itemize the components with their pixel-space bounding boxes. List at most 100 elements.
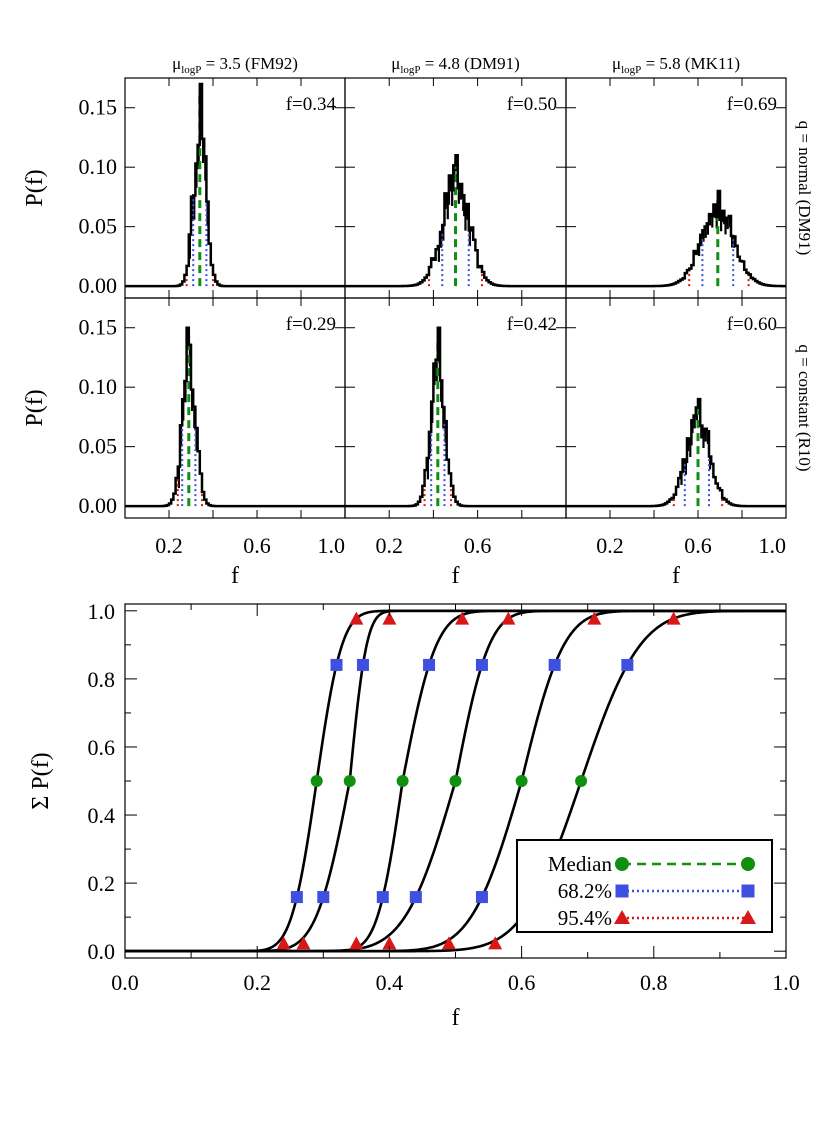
histogram-outline	[125, 326, 345, 508]
median-marker	[396, 775, 409, 787]
panel-plot-area	[345, 154, 566, 288]
histogram-fill	[704, 226, 707, 238]
ci68-marker	[330, 658, 343, 671]
y-tick-label: 0.6	[88, 735, 116, 760]
mu-symbol: μ	[391, 54, 400, 73]
histogram-outline	[345, 326, 566, 508]
ci95-marker	[349, 611, 364, 625]
y-tick-label: 0.2	[88, 871, 116, 896]
column-title: μlogP = 3.5 (FM92)	[172, 54, 298, 76]
histogram-fill	[715, 216, 718, 229]
legend-label: 95.4%	[558, 906, 612, 930]
histogram-grid: μlogP = 3.5 (FM92) μlogP = 4.8 (DM91) μlog…	[22, 54, 814, 589]
histogram-fill	[689, 444, 692, 457]
median-marker	[515, 775, 528, 787]
y-axis-label: Σ P(f)	[28, 752, 54, 809]
panel-plot-area	[566, 397, 786, 508]
histogram-fill	[193, 195, 196, 220]
legend: Median 68.2% 95.4%	[516, 839, 773, 933]
y-tick-label: 0.00	[79, 493, 118, 518]
legend-box	[516, 839, 773, 933]
ci95-marker	[488, 936, 503, 950]
histogram-panel: f=0.29 0.15 0.10 0.05 0.00	[79, 297, 346, 519]
y-tick-label: 1.0	[88, 599, 116, 624]
x-axis-label: f	[672, 563, 680, 589]
x-tick-label: 0.6	[464, 533, 492, 558]
ci95-marker	[666, 611, 681, 625]
ci95-marker	[382, 611, 397, 625]
histogram-outline	[345, 154, 566, 288]
histogram-fill	[693, 415, 696, 429]
histogram-fill	[711, 216, 714, 228]
column-title: μlogP = 5.8 (MK11)	[612, 54, 740, 76]
x-tick-label: 0.2	[243, 970, 271, 995]
histogram-fill	[684, 461, 687, 475]
x-axis-label: f	[231, 563, 239, 589]
histogram-fill	[706, 223, 709, 235]
panel-f-label: f=0.60	[727, 314, 777, 335]
y-axis-label: P(f)	[22, 169, 48, 206]
column-title-text: = 5.8 (MK11)	[641, 54, 740, 73]
x-tick-label: 0.2	[155, 533, 183, 558]
x-tick-label: 0.2	[596, 533, 624, 558]
x-axis-label: f	[452, 563, 460, 589]
column-title-subscript: logP	[400, 64, 420, 76]
histogram-panel: f=0.34 0.15 0.10 0.05 0.00	[79, 77, 346, 299]
histogram-panel: f=0.50	[344, 77, 567, 299]
ci68-marker	[423, 658, 436, 671]
histogram-outline	[566, 397, 786, 508]
legend-marker	[615, 857, 629, 871]
panel-plot-area	[125, 82, 345, 288]
panel-plot-area	[125, 326, 345, 508]
x-tick-label: 0.8	[640, 970, 668, 995]
ci95-marker	[455, 611, 470, 625]
histogram-outline	[566, 189, 786, 288]
y-tick-label: 0.4	[88, 803, 116, 828]
ci68-marker	[548, 658, 561, 671]
y-tick-label: 0.10	[79, 154, 118, 179]
y-tick-label: 0.05	[79, 214, 118, 239]
x-tick-label: 0.6	[243, 533, 271, 558]
histogram-fill	[437, 246, 441, 262]
histogram-fill	[724, 222, 727, 235]
panel-plot-area	[566, 189, 786, 288]
ci95-marker	[587, 611, 602, 625]
x-tick-label: 1.0	[318, 533, 346, 558]
histogram-panel: f=0.69	[565, 77, 787, 299]
legend-label: Median	[548, 852, 613, 876]
ci95-marker	[441, 936, 456, 950]
row-label: q = constant (R10)	[795, 344, 814, 471]
column-title-subscript: logP	[621, 64, 641, 76]
panel-f-label: f=0.50	[507, 94, 557, 115]
column-title-text: = 4.8 (DM91)	[421, 54, 520, 73]
y-tick-label: 0.15	[79, 95, 118, 120]
ci68-marker	[409, 891, 422, 904]
mu-symbol: μ	[612, 54, 621, 73]
y-axis-label: P(f)	[22, 389, 48, 426]
column-title-subscript: logP	[181, 64, 201, 76]
x-tick-label: 0.2	[375, 533, 403, 558]
histogram-fill	[451, 190, 454, 206]
legend-marker	[615, 884, 629, 898]
histogram-fill	[702, 435, 705, 449]
ci68-marker	[475, 658, 488, 671]
legend-label: 68.2%	[558, 879, 612, 903]
x-tick-label: 0.6	[508, 970, 536, 995]
ci95-marker	[501, 611, 516, 625]
ci68-marker	[376, 891, 389, 904]
panel-f-label: f=0.69	[727, 94, 777, 115]
y-tick-label: 0.0	[88, 939, 116, 964]
x-tick-label: 0.4	[376, 970, 404, 995]
median-marker	[310, 775, 323, 787]
histogram-fill	[464, 214, 467, 231]
ci95-marker	[349, 936, 364, 950]
ci68-marker	[475, 891, 488, 904]
x-tick-label: 0.6	[684, 533, 712, 558]
median-marker	[449, 775, 462, 787]
x-tick-label: 0.0	[111, 970, 139, 995]
legend-marker	[740, 910, 756, 924]
legend-marker	[741, 857, 755, 871]
legend-marker	[741, 884, 755, 898]
y-tick-label: 0.15	[79, 315, 118, 340]
